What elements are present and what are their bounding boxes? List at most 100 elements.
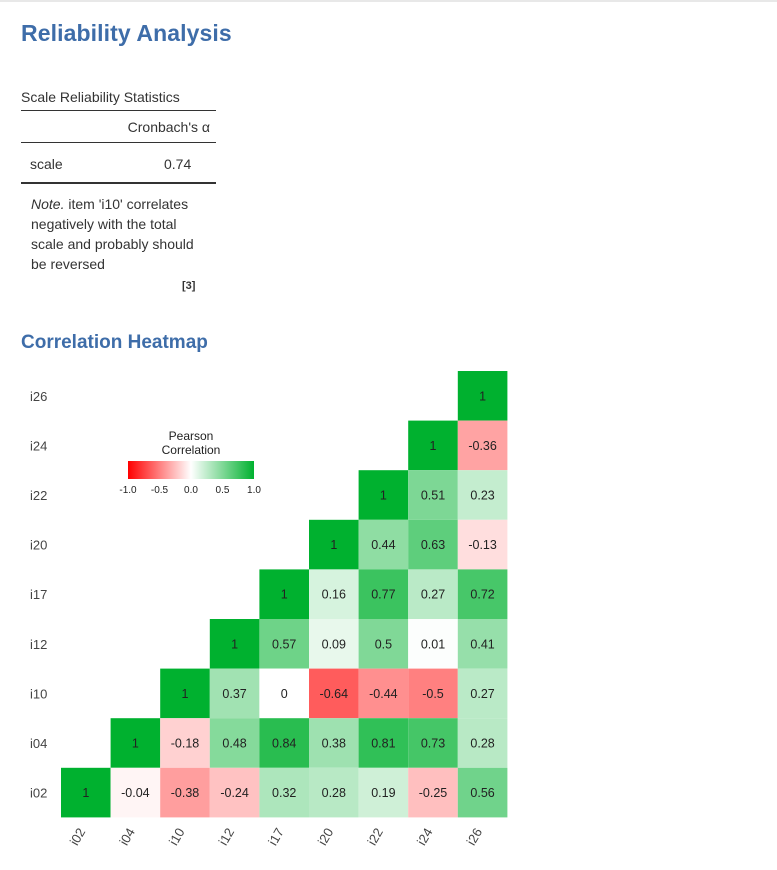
cell-value-label: 0.48 <box>222 737 246 751</box>
cell-value-label: 0.27 <box>470 687 494 701</box>
x-tick-label: i24 <box>414 825 436 848</box>
x-tick-label: i10 <box>166 825 188 848</box>
heatmap-cell <box>457 767 508 818</box>
cell-value-label: 1 <box>132 737 139 751</box>
column-header-cronbach: Cronbach's α <box>127 119 210 135</box>
heatmap-cell <box>408 668 458 719</box>
cell-value-label: -0.13 <box>468 538 497 552</box>
cell-value-label: 0.84 <box>272 737 296 751</box>
heatmap-cell <box>408 718 458 768</box>
cell-value-label: 0.77 <box>371 588 395 602</box>
heatmap-cell <box>160 668 210 719</box>
heatmap-cell <box>408 619 458 669</box>
cell-value-label: 1 <box>182 687 189 701</box>
heatmap-cell <box>309 668 359 719</box>
heatmap-cell <box>110 767 161 818</box>
heatmap-cell <box>309 767 359 818</box>
y-tick-label: i22 <box>30 488 47 503</box>
y-tick-label: i12 <box>30 637 47 652</box>
y-tick-label: i20 <box>30 538 47 553</box>
cell-value-label: 0.01 <box>421 637 445 651</box>
x-tick-label: i02 <box>67 825 89 848</box>
cell-value-label: 0.41 <box>470 637 494 651</box>
cell-value-label: 0.57 <box>272 637 296 651</box>
table-row: scale 0.74 <box>21 143 216 184</box>
cell-value-label: 1 <box>430 439 437 453</box>
heatmap-cell <box>110 718 161 768</box>
cell-value-label: 0.72 <box>470 588 494 602</box>
legend-tick-label: 0.0 <box>184 485 198 496</box>
cell-value-label: 0.38 <box>322 737 346 751</box>
y-tick-label: i24 <box>30 438 47 453</box>
heatmap-cell <box>259 718 309 768</box>
cell-value-label: 1 <box>479 389 486 403</box>
cell-value-label: -0.36 <box>468 439 497 453</box>
y-tick-label: i10 <box>30 686 47 701</box>
cell-value-label: 0.51 <box>421 489 445 503</box>
cell-value-label: 1 <box>231 637 238 651</box>
heatmap-cell <box>457 470 508 520</box>
heatmap-cell <box>259 767 309 818</box>
x-tick-label: i20 <box>315 825 337 848</box>
heatmap-cell <box>358 569 409 619</box>
reliability-table: Scale Reliability Statistics Cronbach's … <box>21 88 216 274</box>
cell-value-label: 0.28 <box>470 737 494 751</box>
heatmap-cell <box>408 420 458 471</box>
cell-value-label: 0.5 <box>375 637 392 651</box>
cell-value-label: 1 <box>380 489 387 503</box>
legend-tick-label: -0.5 <box>151 485 169 496</box>
top-divider <box>0 0 777 2</box>
cell-value-label: -0.38 <box>171 786 200 800</box>
heatmap-cell <box>408 470 458 520</box>
heatmap-cell <box>309 569 359 619</box>
table-title: Scale Reliability Statistics <box>21 88 216 111</box>
heatmap-cell <box>408 569 458 619</box>
cell-value-label: 1 <box>281 588 288 602</box>
heatmap-cell <box>457 718 508 768</box>
cell-value-label: -0.44 <box>369 687 398 701</box>
cell-value-label: -0.25 <box>419 786 448 800</box>
legend-tick-label: 1.0 <box>247 485 261 496</box>
table-header-row: Cronbach's α <box>21 111 216 143</box>
correlation-heatmap: i26 i24 i22 i20 i17 i12 i10 i04 i02 i02 i04 i10 i12 i… <box>30 371 508 848</box>
cell-value-label: -0.5 <box>422 687 444 701</box>
y-tick-label: i02 <box>30 786 47 801</box>
row-value: 0.74 <box>164 156 192 172</box>
legend-color-bar <box>128 461 254 479</box>
reference-link[interactable]: [3] <box>182 280 196 292</box>
cell-value-label: 1 <box>82 786 89 800</box>
legend-tick-label: 0.5 <box>216 485 230 496</box>
legend-tick-label: -1.0 <box>119 485 137 496</box>
heatmap-cell <box>457 619 508 669</box>
cell-value-label: 0.23 <box>470 489 494 503</box>
heatmap-cell <box>358 619 409 669</box>
heatmap-cell <box>408 767 458 818</box>
cell-value-label: 0 <box>281 687 288 701</box>
heatmap-cell <box>209 668 260 719</box>
heatmap-cell <box>408 519 458 570</box>
legend-title: Correlation <box>162 443 221 457</box>
cell-value-label: 0.09 <box>322 637 346 651</box>
cell-value-label: 0.81 <box>371 737 395 751</box>
cell-value-label: 0.44 <box>371 538 395 552</box>
heatmap-cell <box>457 519 508 570</box>
heatmap-cell <box>309 718 359 768</box>
heatmap-cell <box>309 519 359 570</box>
heatmap-cell <box>259 668 309 719</box>
cell-value-label: -0.64 <box>320 687 349 701</box>
heatmap-cell <box>457 668 508 719</box>
heatmap-cell <box>160 767 210 818</box>
x-tick-label: i22 <box>364 825 386 848</box>
heatmap-cell <box>209 767 260 818</box>
x-tick-label: i04 <box>116 825 138 848</box>
cell-value-label: 0.37 <box>222 687 246 701</box>
heatmap-cell <box>457 420 508 471</box>
x-tick-label: i12 <box>216 825 238 848</box>
cell-value-label: 0.73 <box>421 737 445 751</box>
heatmap-cell <box>309 619 359 669</box>
cell-value-label: -0.24 <box>220 786 249 800</box>
heatmap-cell <box>358 718 409 768</box>
cell-value-label: 0.16 <box>322 588 346 602</box>
cell-value-label: 0.63 <box>421 538 445 552</box>
heatmap-cell <box>259 619 309 669</box>
